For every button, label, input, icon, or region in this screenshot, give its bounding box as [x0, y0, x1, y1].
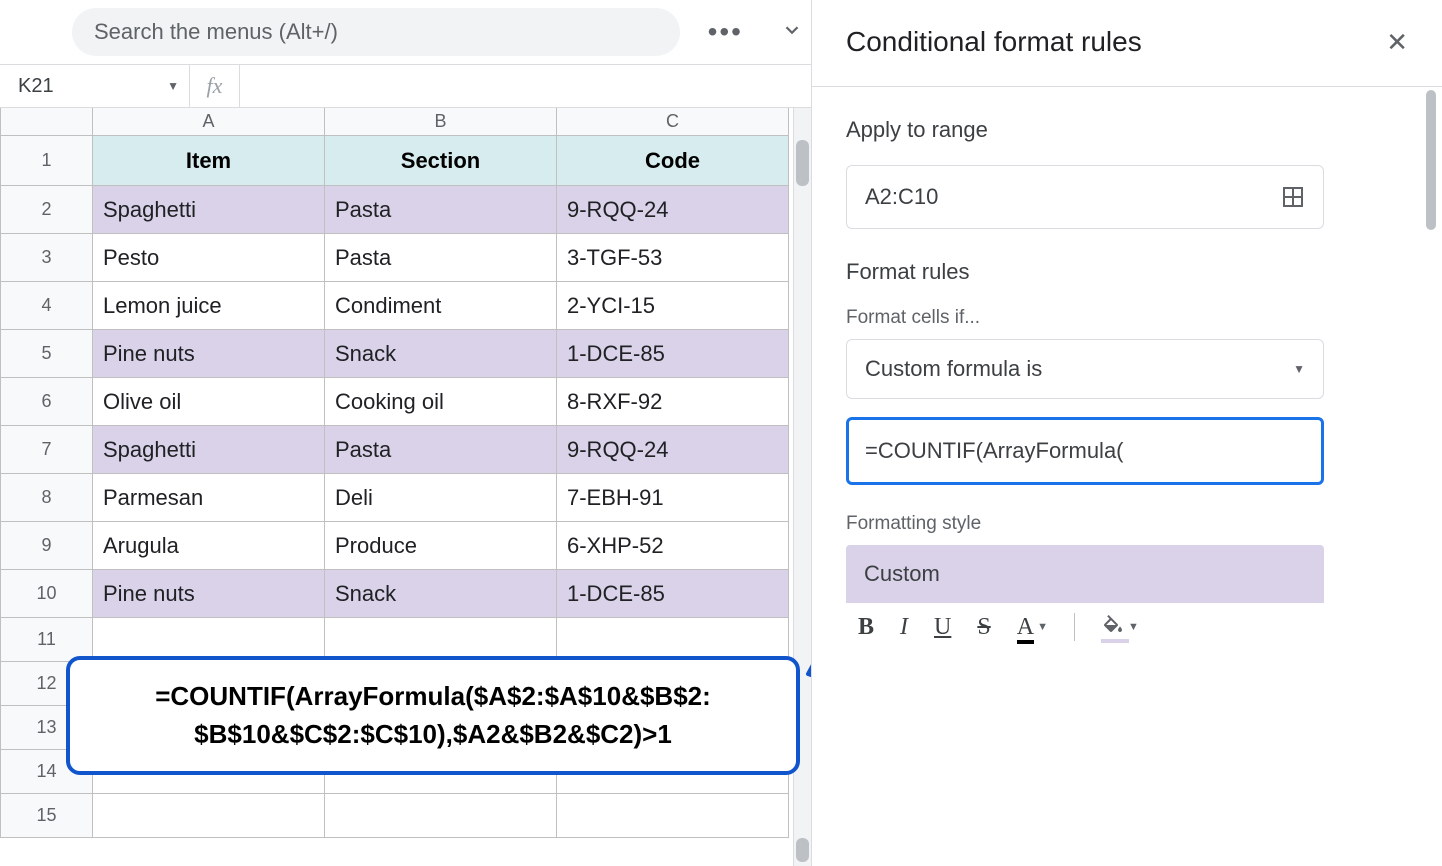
header-cell-C[interactable]: Code	[557, 136, 789, 186]
format-toolbar: B I U S A ▼ ▼	[846, 603, 1324, 641]
condition-value: Custom formula is	[865, 356, 1042, 382]
cell-A5[interactable]: Pine nuts	[93, 330, 325, 378]
dropdown-icon: ▼	[1037, 621, 1048, 633]
more-icon[interactable]: •••	[708, 18, 743, 46]
row-header-8[interactable]: 8	[1, 474, 93, 522]
strike-button[interactable]: S	[977, 614, 990, 641]
row-header-15[interactable]: 15	[1, 794, 93, 838]
row-header-5[interactable]: 5	[1, 330, 93, 378]
cell-C4[interactable]: 2-YCI-15	[557, 282, 789, 330]
cell-A4[interactable]: Lemon juice	[93, 282, 325, 330]
range-value: A2:C10	[865, 184, 938, 210]
cell-B4[interactable]: Condiment	[325, 282, 557, 330]
cell-A2[interactable]: Spaghetti	[93, 186, 325, 234]
cell-B6[interactable]: Cooking oil	[325, 378, 557, 426]
cell-A9[interactable]: Arugula	[93, 522, 325, 570]
scroll-thumb[interactable]	[796, 140, 809, 186]
cell-B5[interactable]: Snack	[325, 330, 557, 378]
row-header-3[interactable]: 3	[1, 234, 93, 282]
cell-A6[interactable]: Olive oil	[93, 378, 325, 426]
grid-area: ABC1ItemSectionCode2SpaghettiPasta9-RQQ-…	[0, 108, 811, 866]
cell-C3[interactable]: 3-TGF-53	[557, 234, 789, 282]
dropdown-icon: ▼	[1293, 362, 1305, 376]
grid-select-icon[interactable]	[1281, 185, 1305, 209]
cell-A8[interactable]: Parmesan	[93, 474, 325, 522]
cell-C8[interactable]: 7-EBH-91	[557, 474, 789, 522]
scroll-thumb-bottom[interactable]	[796, 838, 809, 862]
cell-A10[interactable]: Pine nuts	[93, 570, 325, 618]
panel-scrollbar[interactable]	[1426, 90, 1436, 230]
cell-B8[interactable]: Deli	[325, 474, 557, 522]
row-header-2[interactable]: 2	[1, 186, 93, 234]
text-color-icon: A	[1017, 614, 1034, 641]
cell-B2[interactable]: Pasta	[325, 186, 557, 234]
cell-C2[interactable]: 9-RQQ-24	[557, 186, 789, 234]
chevron-down-icon[interactable]	[781, 19, 803, 46]
cell-B15[interactable]	[325, 794, 557, 838]
cells-if-label: Format cells if...	[846, 307, 1408, 329]
namebox-row: K21 ▼ fx	[0, 64, 811, 108]
row-header-4[interactable]: 4	[1, 282, 93, 330]
cell-C15[interactable]	[557, 794, 789, 838]
spreadsheet-pane: Search the menus (Alt+/) ••• K21 ▼ fx AB…	[0, 0, 812, 866]
formula-callout: =COUNTIF(ArrayFormula($A$2:$A$10&$B$2: $…	[66, 656, 800, 775]
paint-bucket-icon	[1101, 615, 1125, 639]
apply-range-label: Apply to range	[846, 117, 1408, 143]
formatting-style-label: Formatting style	[846, 513, 1408, 535]
callout-line2: $B$10&$C$2:$C$10),$A2&$B2&$C2)>1	[90, 716, 776, 754]
cell-A3[interactable]: Pesto	[93, 234, 325, 282]
header-cell-A[interactable]: Item	[93, 136, 325, 186]
row-header-10[interactable]: 10	[1, 570, 93, 618]
row-header-7[interactable]: 7	[1, 426, 93, 474]
callout-line1: =COUNTIF(ArrayFormula($A$2:$A$10&$B$2:	[90, 678, 776, 716]
column-header-B[interactable]: B	[325, 108, 557, 136]
toolbar-overflow: •••	[680, 18, 803, 46]
cell-C10[interactable]: 1-DCE-85	[557, 570, 789, 618]
cell-B7[interactable]: Pasta	[325, 426, 557, 474]
fill-color-button[interactable]: ▼	[1101, 615, 1139, 639]
underline-button[interactable]: U	[934, 614, 951, 641]
formula-bar[interactable]	[240, 65, 811, 107]
separator	[1074, 613, 1075, 641]
column-header-C[interactable]: C	[557, 108, 789, 136]
condition-select[interactable]: Custom formula is ▼	[846, 339, 1324, 399]
close-icon[interactable]: ✕	[1386, 27, 1408, 58]
format-rules-label: Format rules	[846, 259, 1408, 285]
italic-button[interactable]: I	[900, 614, 908, 641]
row-header-9[interactable]: 9	[1, 522, 93, 570]
row-header-1[interactable]: 1	[1, 136, 93, 186]
search-placeholder: Search the menus (Alt+/)	[94, 19, 338, 45]
cell-B10[interactable]: Snack	[325, 570, 557, 618]
cell-A15[interactable]	[93, 794, 325, 838]
column-header-A[interactable]: A	[93, 108, 325, 136]
formula-text: =COUNTIF(ArrayFormula(	[865, 438, 1124, 464]
cell-C7[interactable]: 9-RQQ-24	[557, 426, 789, 474]
cell-A7[interactable]: Spaghetti	[93, 426, 325, 474]
panel-title: Conditional format rules	[846, 26, 1142, 58]
search-row: Search the menus (Alt+/) •••	[0, 0, 811, 64]
cell-C6[interactable]: 8-RXF-92	[557, 378, 789, 426]
style-name: Custom	[864, 561, 940, 587]
bold-button[interactable]: B	[858, 614, 874, 641]
cell-C9[interactable]: 6-XHP-52	[557, 522, 789, 570]
dropdown-icon: ▼	[1128, 621, 1139, 633]
style-preview[interactable]: Custom	[846, 545, 1324, 603]
conditional-format-panel: Conditional format rules ✕ Apply to rang…	[812, 0, 1442, 866]
cell-B3[interactable]: Pasta	[325, 234, 557, 282]
divider	[812, 86, 1442, 87]
row-header-6[interactable]: 6	[1, 378, 93, 426]
panel-header: Conditional format rules ✕	[846, 26, 1408, 86]
name-box[interactable]: K21 ▼	[0, 65, 190, 107]
select-all-corner[interactable]	[1, 108, 93, 136]
range-input[interactable]: A2:C10	[846, 165, 1324, 229]
fx-icon: fx	[190, 65, 240, 107]
menu-search[interactable]: Search the menus (Alt+/)	[72, 8, 680, 56]
header-cell-B[interactable]: Section	[325, 136, 557, 186]
dropdown-icon[interactable]: ▼	[167, 79, 179, 93]
text-color-button[interactable]: A ▼	[1017, 614, 1048, 641]
custom-formula-input[interactable]: =COUNTIF(ArrayFormula(	[846, 417, 1324, 485]
cell-B9[interactable]: Produce	[325, 522, 557, 570]
cell-C5[interactable]: 1-DCE-85	[557, 330, 789, 378]
name-box-value: K21	[18, 75, 54, 98]
